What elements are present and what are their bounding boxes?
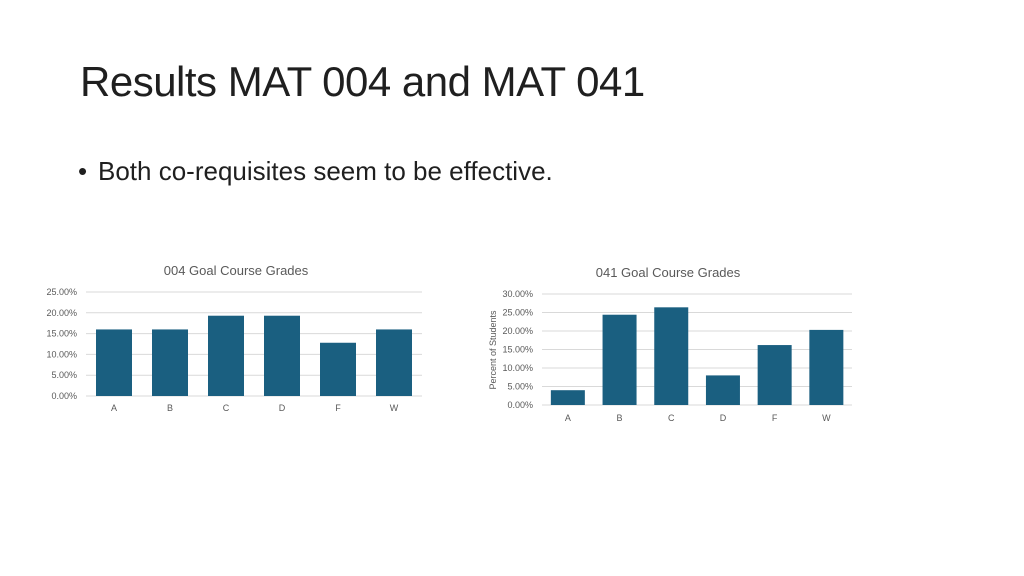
x-tick-label: D xyxy=(279,403,286,413)
bullet-text: Both co-requisites seem to be effective. xyxy=(98,156,553,186)
y-tick-label: 25.00% xyxy=(502,308,533,318)
y-tick-label: 25.00% xyxy=(46,287,77,297)
bar-b xyxy=(602,314,637,405)
bullet-dot: • xyxy=(78,156,88,186)
bar-b xyxy=(152,329,188,396)
bar-c xyxy=(654,307,689,405)
bar-f xyxy=(757,345,792,405)
x-tick-label: C xyxy=(668,413,675,423)
y-tick-label: 20.00% xyxy=(46,308,77,318)
bar-f xyxy=(320,342,356,396)
x-tick-label: C xyxy=(223,403,230,413)
bar-d xyxy=(705,375,740,405)
y-axis-title: Percent of Students xyxy=(488,310,498,390)
x-tick-label: W xyxy=(822,413,831,423)
y-tick-label: 5.00% xyxy=(507,382,533,392)
x-tick-label: F xyxy=(335,403,341,413)
y-tick-label: 10.00% xyxy=(46,349,77,359)
chart-title: 041 Goal Course Grades xyxy=(596,265,741,280)
y-tick-label: 0.00% xyxy=(51,391,77,401)
bar-d xyxy=(264,315,300,396)
bar-c xyxy=(208,315,244,396)
x-tick-label: B xyxy=(617,413,623,423)
y-tick-label: 10.00% xyxy=(502,363,533,373)
x-tick-label: F xyxy=(772,413,778,423)
bullet-list: • Both co-requisites seem to be effective… xyxy=(78,154,553,188)
y-tick-label: 30.00% xyxy=(502,289,533,299)
y-tick-label: 15.00% xyxy=(502,345,533,355)
y-tick-label: 15.00% xyxy=(46,329,77,339)
y-tick-label: 0.00% xyxy=(507,400,533,410)
bar-a xyxy=(96,329,132,396)
x-tick-label: A xyxy=(565,413,571,423)
chart-title: 004 Goal Course Grades xyxy=(164,263,309,278)
y-tick-label: 20.00% xyxy=(502,326,533,336)
bullet-item: • Both co-requisites seem to be effective… xyxy=(78,154,553,188)
y-tick-label: 5.00% xyxy=(51,370,77,380)
slide-title: Results MAT 004 and MAT 041 xyxy=(80,58,645,105)
bar-w xyxy=(809,329,844,405)
x-tick-label: D xyxy=(720,413,727,423)
bar-w xyxy=(376,329,412,396)
bar-a xyxy=(550,390,585,405)
x-tick-label: B xyxy=(167,403,173,413)
x-tick-label: A xyxy=(111,403,117,413)
x-tick-label: W xyxy=(390,403,399,413)
